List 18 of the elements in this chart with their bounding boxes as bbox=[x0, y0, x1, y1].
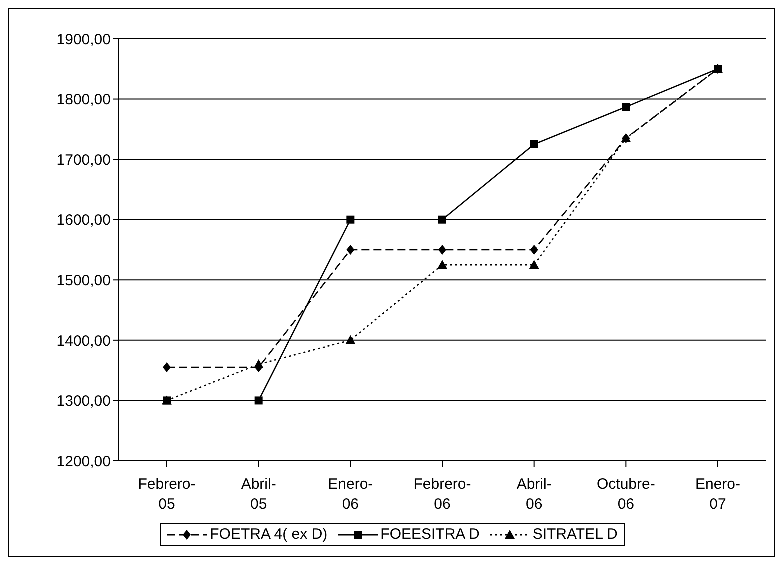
y-tick-label: 1900,00 bbox=[56, 31, 111, 48]
x-tick-label: Febrero-05 bbox=[138, 476, 196, 513]
x-tick-label: Enero-06 bbox=[328, 476, 374, 513]
x-tick-label: Abril-06 bbox=[516, 476, 552, 513]
x-tick-label: Abril-05 bbox=[241, 476, 276, 513]
y-tick-label: 1700,00 bbox=[56, 152, 111, 169]
legend-label: FOETRA 4( ex D) bbox=[210, 526, 328, 543]
legend-label: SITRATEL D bbox=[532, 526, 618, 543]
y-tick-label: 1500,00 bbox=[56, 272, 111, 290]
y-tick-label: 1600,00 bbox=[56, 212, 111, 230]
legend-label: FOEESITRA D bbox=[380, 526, 480, 543]
y-tick-label: 1200,00 bbox=[56, 453, 111, 470]
x-tick-label: Octubre-06 bbox=[596, 476, 656, 513]
x-tick-label: Febrero-06 bbox=[414, 476, 472, 513]
x-tick-label: Enero-07 bbox=[695, 476, 741, 513]
y-tick-label: 1400,00 bbox=[56, 332, 111, 350]
y-tick-label: 1300,00 bbox=[56, 393, 111, 410]
y-tick-label: 1800,00 bbox=[56, 92, 111, 109]
